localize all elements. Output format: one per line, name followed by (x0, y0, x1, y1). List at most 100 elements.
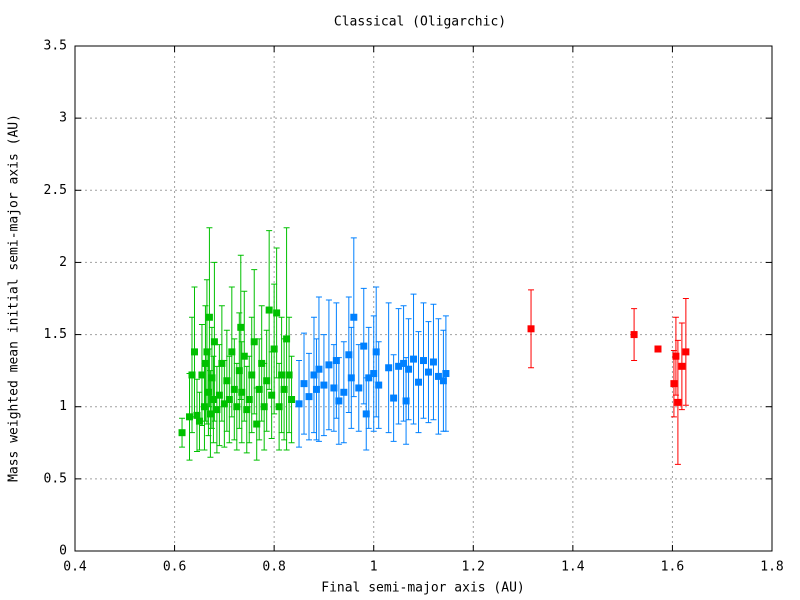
y-tick-label: 2 (59, 255, 67, 270)
point (654, 345, 662, 353)
point (672, 352, 680, 360)
point (188, 371, 196, 379)
point (278, 371, 286, 379)
point (315, 365, 323, 373)
point (385, 364, 393, 372)
point (193, 411, 201, 419)
plot-border (74, 45, 773, 552)
point (210, 338, 218, 346)
point (365, 374, 373, 382)
point (347, 374, 355, 382)
y-tick-label: 2.5 (44, 183, 67, 198)
point (225, 396, 233, 403)
point (268, 391, 276, 399)
point (273, 309, 281, 317)
point (300, 380, 308, 388)
point (255, 385, 263, 393)
x-tick-label: 0.4 (63, 560, 87, 575)
point (283, 335, 291, 343)
y-tick-label: 1 (59, 399, 67, 414)
y-axis-label: Mass weighted mean initial semi-major ax… (7, 114, 22, 482)
point (410, 355, 418, 363)
point (527, 325, 535, 333)
point (360, 342, 368, 350)
point (355, 384, 363, 392)
point (395, 362, 403, 370)
point (204, 388, 212, 396)
point (248, 371, 256, 379)
point (288, 396, 296, 403)
point (285, 371, 293, 379)
point (678, 362, 686, 370)
point (230, 385, 238, 393)
x-tick-label: 1 (370, 560, 378, 575)
point (330, 384, 338, 392)
point (206, 410, 214, 418)
x-tick-label: 0.6 (163, 560, 186, 575)
x-tick-label: 1.6 (661, 560, 684, 575)
point (320, 381, 328, 389)
point (375, 381, 383, 389)
point (402, 397, 410, 405)
x-tick-label: 1.2 (462, 560, 485, 575)
point (233, 403, 241, 411)
point (362, 410, 370, 418)
y-tick-label: 0 (59, 544, 67, 559)
point (240, 352, 248, 360)
point (253, 420, 261, 428)
point (305, 393, 313, 401)
point (340, 388, 348, 396)
point (238, 388, 246, 396)
point (218, 359, 226, 367)
point (674, 398, 682, 406)
y-tick-label: 3.5 (44, 39, 67, 54)
point (200, 403, 208, 411)
point (442, 370, 450, 378)
point (195, 417, 203, 425)
point (429, 358, 437, 366)
point (235, 367, 243, 375)
point (250, 338, 258, 346)
point (670, 380, 678, 388)
y-tick-label: 0.5 (44, 471, 67, 486)
point (228, 348, 236, 356)
point (270, 345, 278, 353)
point (208, 374, 216, 382)
point (415, 378, 423, 386)
point (265, 306, 273, 314)
x-tick-label: 1.8 (760, 560, 783, 575)
point (190, 348, 198, 356)
x-axis-label: Final semi-major axis (AU) (321, 581, 525, 596)
point (630, 331, 638, 339)
point (400, 359, 408, 367)
point (178, 429, 186, 437)
y-tick-label: 3 (59, 111, 67, 126)
point (405, 365, 413, 373)
point (682, 348, 690, 356)
point (350, 313, 358, 321)
point (198, 371, 206, 379)
point (295, 400, 303, 408)
y-tick-label: 1.5 (44, 327, 67, 342)
point (213, 406, 221, 414)
point (390, 394, 398, 402)
point (420, 357, 427, 365)
point (424, 368, 432, 376)
point (205, 313, 213, 321)
point (372, 348, 380, 356)
point (345, 351, 353, 359)
point (237, 323, 245, 331)
point (220, 400, 228, 408)
point (325, 361, 333, 369)
point (332, 357, 340, 365)
point (263, 377, 271, 385)
point (312, 385, 320, 393)
point (335, 397, 343, 405)
point (310, 371, 318, 379)
point (186, 413, 194, 421)
point (245, 396, 253, 403)
point (209, 396, 217, 403)
point (215, 391, 223, 399)
point (434, 372, 442, 380)
